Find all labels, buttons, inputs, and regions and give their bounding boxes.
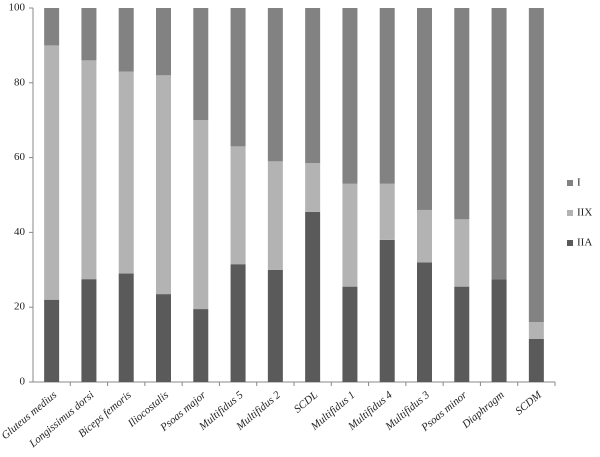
legend-label: IIA [577,237,592,249]
y-tick-label: 40 [14,226,26,238]
bar-segment [454,219,470,287]
legend-swatch [567,180,573,186]
bar-segment [44,299,60,382]
bar-segment [193,309,209,382]
bar-segment [230,264,246,382]
bar-segment [193,8,209,121]
bar-segment [44,8,60,46]
bar-segment [230,146,246,265]
bar-segment [267,269,283,382]
bar-segment [305,211,321,382]
x-tick-label: SCDM [513,389,544,418]
bar-segment [454,286,470,382]
bar-segment [156,294,171,382]
bar-segment [342,183,358,287]
y-tick-label: 0 [20,376,26,388]
bar-segment [44,45,60,300]
bar-segment [379,239,395,382]
bar-segment [417,262,432,382]
bar-segment [528,322,544,339]
bar-segment [491,8,507,280]
bar-segment [528,338,544,382]
bar-segment [267,161,283,270]
bar-segment [81,279,97,382]
bar-segment [342,286,358,382]
bar-segment [305,163,321,212]
bar-segment [193,120,209,310]
bar-segment [81,8,97,61]
y-tick-label: 20 [14,301,26,313]
legend-label: I [577,177,581,189]
bar-segment [81,60,97,280]
bar-segment [230,8,246,147]
bar-segment [454,8,470,220]
x-tick-label: Longissimus dorsi [26,389,96,451]
bar-segment [417,8,432,210]
legend-label: IIX [577,207,592,219]
y-tick-label: 100 [9,2,26,14]
bar-segment [118,273,134,382]
bar-segment [267,8,283,162]
bar-segment [528,8,544,323]
bar-segment [417,209,432,263]
legend-swatch [567,240,573,246]
bar-segment [491,279,507,382]
bar-segment [118,8,134,72]
bar-segment [156,75,171,295]
bar-segment [379,183,395,240]
bar-segment [379,8,395,184]
bar-segment [156,8,171,76]
legend-swatch [567,210,573,216]
bar-segment [342,8,358,184]
y-tick-label: 60 [14,151,26,163]
x-tick-label: SCDL [292,389,320,415]
y-tick-label: 80 [14,76,26,88]
bar-segment [118,71,134,274]
bar-segment [305,8,321,164]
